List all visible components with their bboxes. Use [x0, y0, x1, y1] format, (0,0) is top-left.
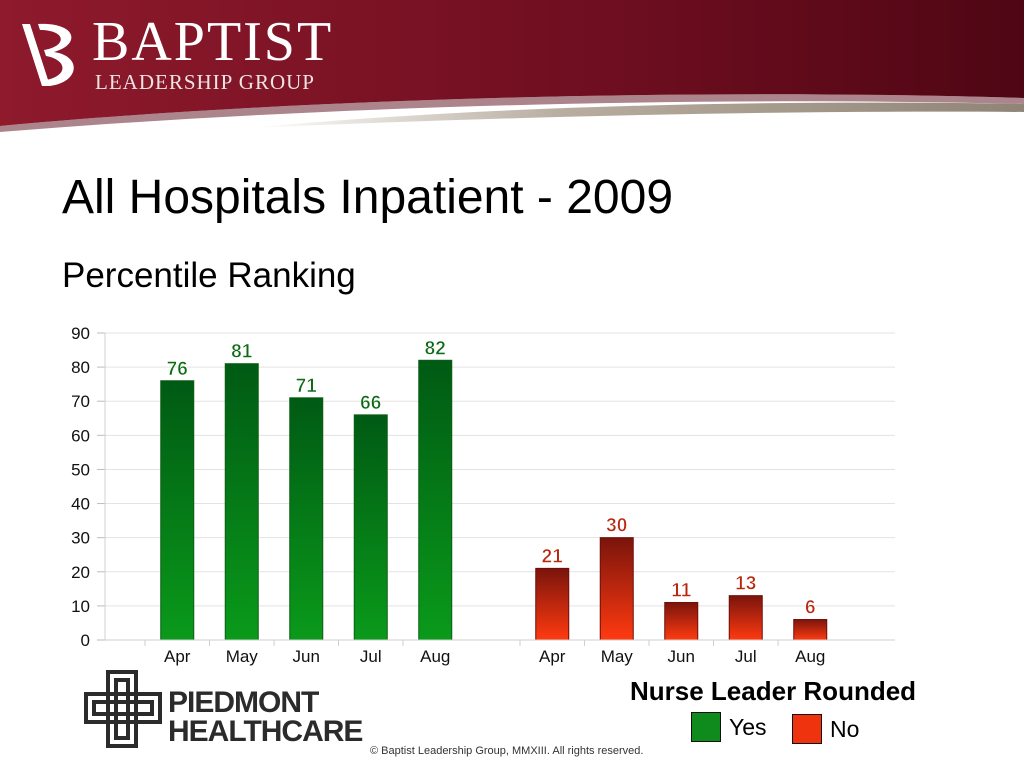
copyright-notice: © Baptist Leadership Group, MMXIII. All …	[370, 745, 644, 757]
x-tick-label: Aug	[795, 647, 825, 666]
bar-no-aug	[793, 619, 828, 641]
data-label: 13	[735, 574, 756, 595]
brand-wordmark: BAPTIST LEADERSHIP GROUP	[92, 14, 333, 95]
x-tick-label: Jul	[735, 647, 757, 666]
chart-legend: Nurse Leader Rounded Yes No	[600, 674, 980, 754]
bar-yes-jul	[353, 414, 388, 641]
slide-subtitle: Percentile Ranking	[62, 256, 356, 295]
data-label: 82	[425, 338, 446, 359]
bar-no-jun	[664, 601, 699, 641]
x-axis: Apr May Jun Jul Aug Apr May Jun Jul Aug	[105, 639, 895, 666]
x-tick-label: Apr	[164, 647, 191, 666]
x-tick-label: Jun	[293, 647, 320, 666]
x-tick-label: Jun	[668, 647, 695, 666]
partner-wordmark: PIEDMONT HEALTHCARE	[168, 686, 363, 748]
x-tick-label: May	[226, 647, 259, 666]
bar-yes-apr	[160, 380, 195, 641]
data-label: 66	[360, 393, 381, 414]
y-axis: 0 10 20 30 40 50 60 70 80 90	[71, 324, 106, 650]
partner-name-line1: PIEDMONT	[168, 686, 319, 719]
x-tick-label: Apr	[539, 647, 566, 666]
y-tick-label: 0	[81, 631, 90, 650]
legend-swatch-yes	[691, 712, 721, 742]
bar-yes-jun	[289, 397, 324, 641]
x-tick-label: May	[601, 647, 634, 666]
y-tick-label: 40	[71, 495, 90, 514]
legend-label-yes: Yes	[729, 714, 767, 740]
banner-background	[0, 0, 1024, 132]
bar-yes-may	[224, 363, 259, 641]
chart-gridlines	[105, 332, 895, 641]
brand-subtitle: LEADERSHIP GROUP	[95, 70, 315, 94]
bar-yes-aug	[418, 359, 453, 641]
slide-title: All Hospitals Inpatient - 2009	[62, 171, 674, 224]
legend-swatch-no	[792, 714, 822, 744]
piedmont-logo-icon	[84, 670, 162, 748]
data-label: 81	[231, 342, 253, 363]
data-label: 21	[542, 546, 564, 567]
y-tick-label: 20	[71, 563, 90, 582]
y-tick-label: 60	[71, 426, 90, 445]
data-label: 71	[296, 376, 318, 397]
bar-no-may	[599, 537, 634, 641]
data-label: 30	[606, 516, 627, 537]
baptist-logo-icon	[22, 23, 74, 86]
y-tick-label: 30	[71, 529, 90, 548]
data-label: 76	[167, 359, 188, 380]
brand-name: BAPTIST	[92, 11, 334, 73]
y-tick-label: 80	[71, 358, 90, 377]
x-tick-label: Jul	[360, 647, 382, 666]
y-tick-label: 10	[71, 597, 90, 616]
legend-label-no: No	[830, 716, 860, 742]
bar-no-jul	[728, 595, 763, 641]
partner-name-line2: HEALTHCARE	[168, 715, 363, 748]
y-tick-label: 90	[71, 324, 90, 343]
data-label: 11	[671, 580, 692, 601]
header-banner: BAPTIST LEADERSHIP GROUP	[0, 0, 1024, 135]
data-label: 6	[805, 598, 816, 619]
legend-title: Nurse Leader Rounded	[630, 676, 917, 706]
chart-bars: 76 81 71 66 82 21 30 11 13 6	[160, 338, 828, 641]
bar-no-apr	[535, 567, 570, 641]
x-tick-label: Aug	[420, 647, 450, 666]
y-tick-label: 50	[71, 460, 90, 479]
y-tick-label: 70	[71, 392, 90, 411]
